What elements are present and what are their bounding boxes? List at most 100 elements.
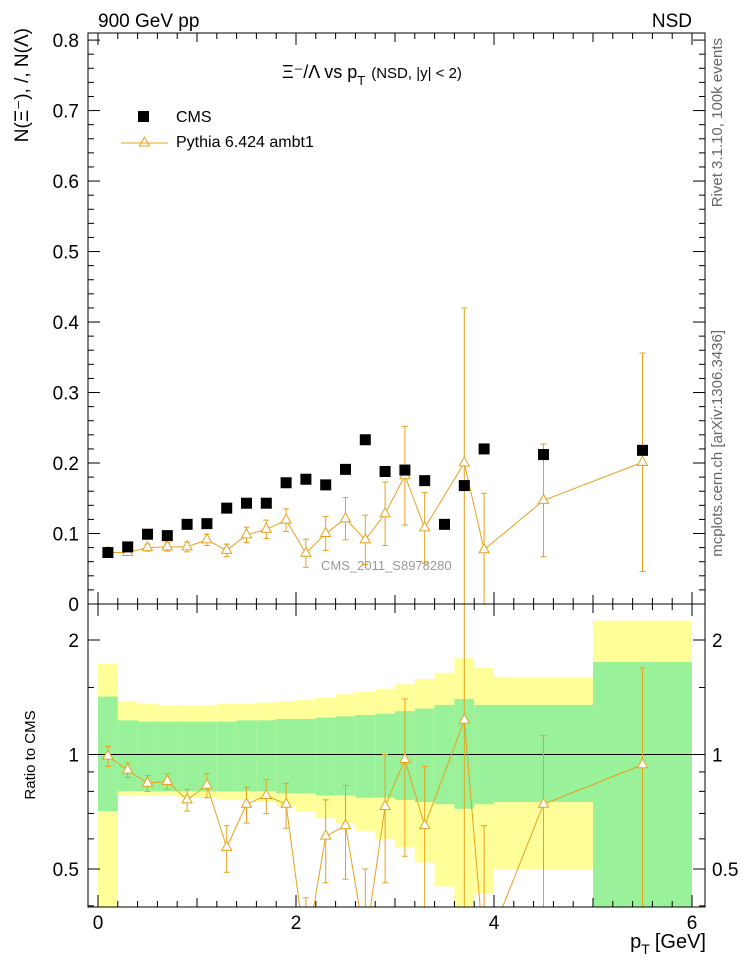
pythia-point [280,513,292,524]
ratio-point [220,840,233,851]
main-plot-marks [102,307,649,605]
cms-point [181,518,193,530]
header-right: NSD [652,11,692,32]
ratio-tick-label-left: 1 [68,746,79,767]
pythia-point [300,546,312,557]
pythia-point [359,532,372,544]
cms-point [478,443,490,455]
plot-title-main: Ξ⁻/Λ vs p [282,62,357,82]
axes: 0 0.1 0.2 0.3 0.4 0.5 0.6 0.7 0.8 0 2 4 6 0.5 0.5 1 1 2 2 [53,31,739,934]
pythia-point [418,520,431,532]
pythia-point [478,542,490,554]
ratio-band-inner [256,720,277,792]
y-tick-label: 0.5 [53,243,79,264]
ratio-point [636,757,649,769]
cms-point [201,518,213,530]
plot-title-sub: T [357,73,365,88]
pythia-point [379,506,391,518]
ratio-point [102,749,114,760]
legend-mc-label: Pythia 6.424 ambt1 [176,134,314,151]
x-tick-label: 4 [489,913,500,934]
cms-point [161,530,173,542]
legend-cms-marker [138,111,149,122]
ratio-tick-label-left: 0.5 [53,860,79,881]
ratio-point [181,792,193,804]
ratio-uncertainty-bands [88,620,705,907]
mcplots-label: mcplots.cern.ch [arXiv:1306.3436] [709,330,726,557]
ratio-point [319,829,332,840]
ratio-band-inner [117,720,138,792]
ratio-point [339,818,352,830]
cms-point [538,449,549,461]
pythia-point [161,539,174,551]
cms-point [399,464,411,476]
ratio-point [121,763,134,774]
pythia-point [260,522,273,533]
ratio-point [201,778,213,789]
ratio-point [458,713,471,724]
header-left: 900 GeV pp [98,11,199,32]
pythia-point [201,532,213,544]
ratio-band-inner [197,721,217,792]
ratio-band-inner [177,721,197,792]
y-tick-label: 0.4 [53,313,80,334]
x-axis-label: pT [GeV] [630,931,706,957]
ratio-point [280,797,292,808]
ratio-tick-label-right: 2 [712,631,723,652]
ratio-band-inner [157,721,178,792]
cms-point [419,475,431,487]
analysis-watermark: CMS_2011_S8978280 [321,558,452,573]
y-tick-label: 0.2 [53,454,79,475]
x-axis-label-unit: [GeV] [655,931,706,953]
x-axis-label-sub: T [641,941,650,957]
ratio-band-inner [236,720,257,792]
cms-point [637,444,648,456]
ratio-band-inner [335,716,356,796]
ratio-band-inner [315,717,336,796]
ratio-point [141,776,154,787]
pythia-point [319,526,332,538]
ratio-plot-marks [102,604,649,907]
ratio-band-inner [414,708,435,803]
cms-point [439,518,450,530]
x-tick-label: 6 [687,913,698,934]
cms-point [300,473,312,485]
cms-point [359,434,371,446]
ratio-point [260,788,273,800]
cms-point [280,477,292,489]
x-tick-label: 2 [291,913,302,934]
ratio-tick-label-right: 0.5 [712,860,738,881]
ratio-point [537,797,550,808]
ratio-point [240,797,253,808]
cms-point [340,463,351,475]
plot-title-suffix: (NSD, |y| < 2) [371,65,462,82]
pythia-point [636,455,649,466]
ratio-band-inner [296,718,316,794]
x-axis-label-main: p [630,931,641,953]
ratio-band-inner [216,721,237,792]
rivet-label: Rivet 3.1.10, 100k events [709,38,726,207]
ratio-band-inner [276,718,296,794]
pythia-point [181,539,193,551]
y-tick-label: 0.8 [53,31,79,52]
ratio-point [418,818,431,830]
pythia-point [220,543,233,554]
legend-cms-label: CMS [176,109,212,126]
cms-point [142,528,153,540]
pythia-point [240,527,253,539]
y-tick-label: 0.7 [53,102,79,123]
ratio-tick-label-left: 2 [68,631,79,652]
ratio-series-line [107,720,643,907]
ratio-band-inner [355,715,376,798]
y-tick-label: 0.3 [53,384,79,405]
ratio-point [161,774,174,785]
y-tick-label: 0 [68,595,79,616]
y-axis-label: N(Ξ⁻), /, N(Λ) [12,28,33,142]
cms-point [221,502,233,514]
ratio-point [379,799,391,810]
cms-point [102,547,114,559]
ratio-frame [87,603,706,908]
legend-mc-marker [138,135,151,147]
y-tick-label: 0.6 [53,172,79,193]
